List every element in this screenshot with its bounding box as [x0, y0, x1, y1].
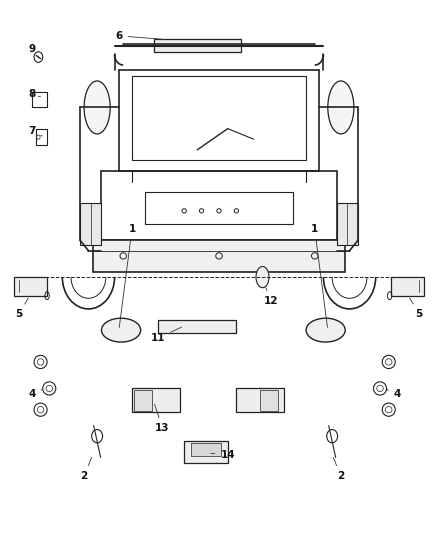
Ellipse shape: [328, 81, 354, 134]
Bar: [93, 240, 345, 272]
Ellipse shape: [306, 318, 345, 342]
Ellipse shape: [256, 266, 269, 288]
Bar: [134, 390, 152, 411]
Text: 1: 1: [311, 224, 328, 327]
Bar: [36, 128, 47, 144]
Text: 12: 12: [264, 288, 279, 306]
Bar: [102, 171, 336, 240]
Text: 14: 14: [211, 450, 235, 460]
Bar: [191, 442, 221, 456]
Bar: [14, 277, 47, 296]
Bar: [336, 203, 358, 245]
Text: 9: 9: [28, 44, 39, 57]
Bar: [184, 441, 228, 463]
Text: 2: 2: [333, 457, 345, 481]
Bar: [32, 92, 47, 108]
Bar: [237, 389, 284, 413]
Text: 7: 7: [28, 126, 42, 136]
Text: 5: 5: [15, 298, 28, 319]
Bar: [145, 192, 293, 224]
Text: 6: 6: [115, 31, 164, 41]
Bar: [80, 203, 102, 245]
Bar: [158, 319, 237, 333]
Text: 5: 5: [410, 298, 423, 319]
Text: 4: 4: [28, 389, 42, 399]
Bar: [260, 390, 278, 411]
Ellipse shape: [84, 81, 110, 134]
Text: 1: 1: [119, 224, 136, 327]
Bar: [154, 38, 241, 52]
Bar: [132, 389, 180, 413]
Text: 2: 2: [81, 457, 92, 481]
Text: 4: 4: [387, 389, 401, 399]
Bar: [132, 76, 306, 160]
Ellipse shape: [102, 318, 141, 342]
Bar: [391, 277, 424, 296]
Text: 13: 13: [155, 405, 170, 433]
Text: 8: 8: [28, 89, 41, 99]
Text: 11: 11: [151, 327, 182, 343]
